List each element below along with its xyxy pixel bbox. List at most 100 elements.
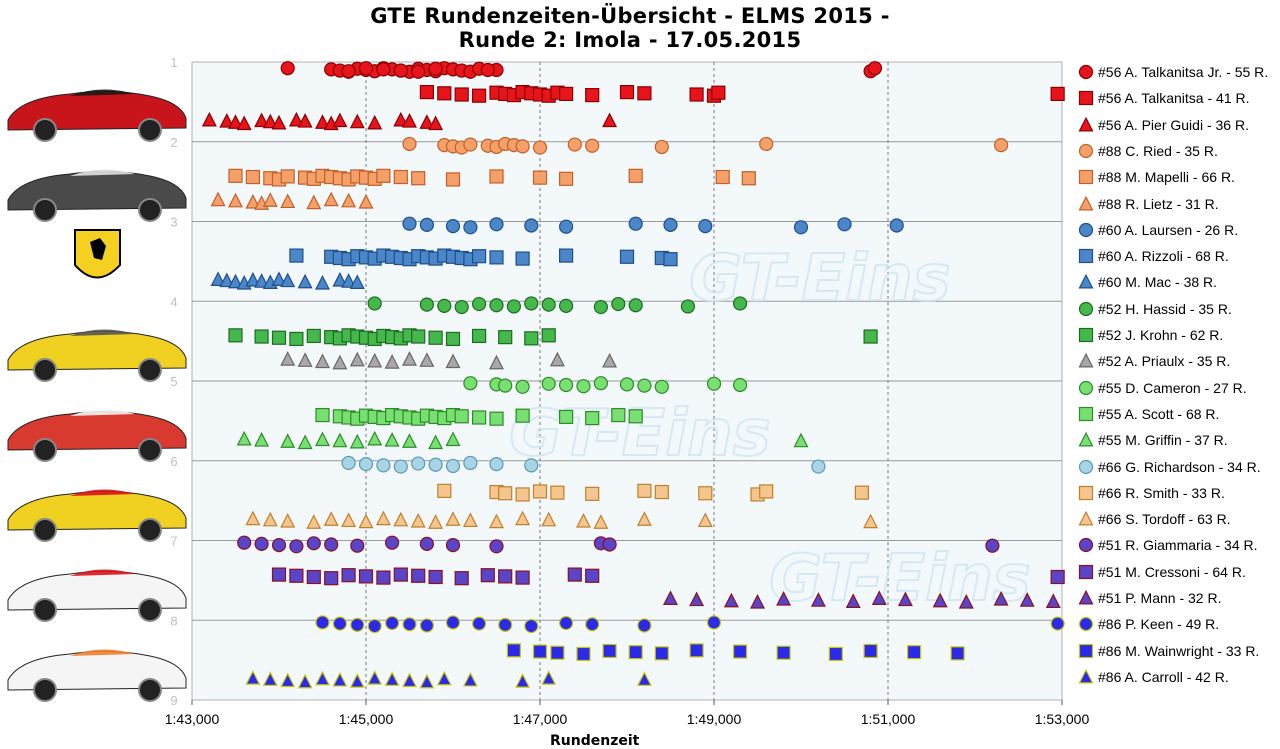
- data-point: [228, 328, 243, 343]
- data-point: [297, 673, 313, 689]
- car-illustration: [7, 409, 187, 462]
- data-point: [419, 84, 434, 100]
- data-point: [419, 536, 434, 551]
- data-point: [411, 568, 426, 583]
- legend-marker: [1078, 617, 1094, 632]
- wheel-icon: [138, 518, 162, 542]
- data-point: [489, 298, 504, 313]
- y-tick-label: 9: [170, 693, 177, 708]
- data-point: [532, 644, 548, 659]
- car-illustration: [7, 169, 187, 222]
- legend-label: #60 M. Mac - 38 R.: [1098, 274, 1218, 291]
- data-point: [297, 352, 313, 367]
- data-point: [1078, 617, 1094, 632]
- wheel-icon: [138, 198, 162, 222]
- legend-item: #56 A. Talkanitsa - 41 R.: [1078, 88, 1250, 108]
- data-point: [437, 483, 452, 498]
- data-point: [393, 63, 408, 78]
- wheel-icon: [33, 598, 57, 622]
- data-point: [932, 592, 948, 608]
- data-point: [837, 217, 852, 232]
- data-point: [810, 592, 826, 607]
- legend-marker: [1078, 485, 1094, 500]
- data-point: [793, 432, 809, 448]
- data-point: [541, 297, 556, 312]
- data-point: [472, 410, 487, 425]
- data-point: [349, 433, 365, 449]
- data-point: [480, 568, 495, 583]
- car-illustration: [7, 649, 187, 702]
- data-point: [367, 430, 383, 446]
- legend-label: #56 A. Talkanitsa Jr. - 55 R.: [1098, 64, 1269, 80]
- data-point: [280, 351, 296, 366]
- legend-label: #55 D. Cameron - 27 R.: [1098, 379, 1247, 396]
- data-point: [445, 331, 461, 347]
- legend-marker: [1078, 170, 1094, 185]
- data-point: [498, 330, 513, 345]
- data-point: [558, 615, 574, 631]
- legend-marker: [1078, 511, 1094, 526]
- legend-label: #56 A. Pier Guidi - 36 R.: [1098, 116, 1249, 133]
- data-point: [445, 615, 461, 630]
- wheel-icon: [33, 518, 57, 542]
- wheel-icon: [33, 198, 57, 222]
- data-point: [228, 192, 243, 208]
- data-point: [1078, 327, 1094, 343]
- data-point: [358, 193, 374, 209]
- series-14: [315, 407, 643, 426]
- legend-marker: [1078, 643, 1094, 658]
- series-22: [315, 615, 1065, 634]
- legend-marker: [1078, 143, 1094, 158]
- data-point: [1078, 459, 1094, 474]
- data-point: [332, 671, 348, 687]
- data-point: [280, 672, 296, 688]
- data-point: [472, 88, 487, 103]
- car-illustration: [7, 89, 187, 142]
- wheel-icon: [138, 678, 162, 702]
- data-point: [437, 86, 452, 101]
- data-point: [280, 61, 295, 76]
- legend-label: #60 A. Laursen - 26 R.: [1098, 221, 1239, 238]
- legend-item: #88 R. Lietz - 31 R.: [1078, 194, 1219, 214]
- legend-label: #66 S. Tordoff - 63 R.: [1098, 511, 1231, 528]
- data-point: [863, 513, 879, 529]
- data-point: [532, 140, 548, 155]
- series-17: [437, 483, 870, 502]
- legend-label: #86 P. Keen - 49 R.: [1098, 616, 1220, 633]
- legend-label: #88 R. Lietz - 31 R.: [1098, 195, 1219, 212]
- data-point: [454, 571, 469, 586]
- data-point: [1078, 406, 1094, 421]
- legend-label: #66 G. Richardson - 34 R.: [1098, 458, 1261, 475]
- legend-item: #66 G. Richardson - 34 R.: [1078, 457, 1261, 477]
- data-point: [793, 220, 809, 235]
- data-point: [271, 114, 287, 130]
- x-axis-label: Rundenzeit: [550, 733, 640, 749]
- data-point: [324, 571, 339, 586]
- legend-marker: [1078, 459, 1094, 474]
- data-point: [480, 62, 495, 78]
- data-point: [384, 354, 400, 369]
- data-point: [602, 537, 617, 552]
- data-point: [776, 590, 792, 606]
- data-point: [550, 645, 565, 660]
- legend-item: #55 D. Cameron - 27 R.: [1078, 378, 1247, 398]
- data-point: [280, 169, 295, 184]
- legend-label: #52 A. Priaulx - 35 R.: [1098, 353, 1231, 370]
- data-point: [271, 537, 287, 553]
- data-point: [428, 330, 443, 345]
- legend-marker: [1078, 406, 1094, 421]
- legend-label: #51 M. Cressoni - 64 R.: [1098, 563, 1246, 580]
- data-point: [1078, 643, 1094, 658]
- y-tick-label: 7: [170, 534, 177, 549]
- data-point: [558, 377, 574, 393]
- data-point: [402, 351, 417, 366]
- data-point: [619, 377, 635, 392]
- data-point: [498, 486, 513, 501]
- data-point: [567, 567, 582, 582]
- data-point: [602, 352, 618, 368]
- data-point: [1078, 195, 1094, 210]
- car-illustration: [7, 569, 187, 622]
- legend-marker: [1078, 248, 1094, 264]
- data-point: [367, 618, 382, 634]
- data-point: [619, 84, 635, 100]
